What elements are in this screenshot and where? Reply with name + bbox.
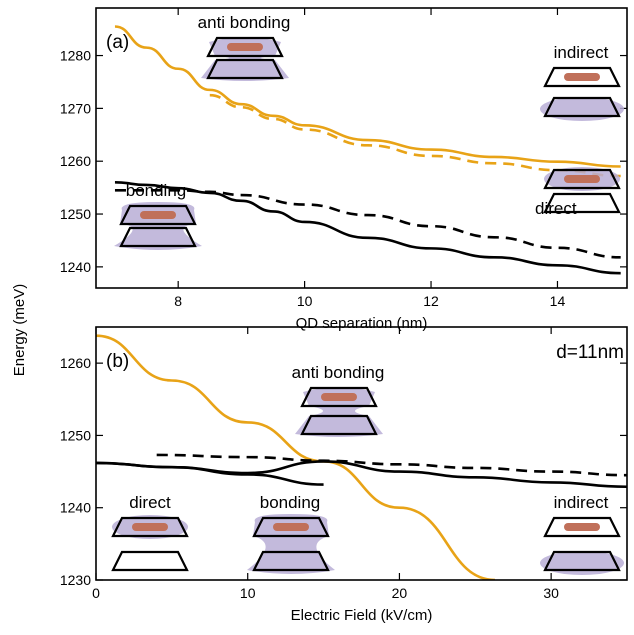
x-axis-label: Electric Field (kV/cm) bbox=[291, 607, 433, 624]
x-tick-label: 20 bbox=[392, 585, 408, 601]
top-dot-outline bbox=[206, 36, 284, 58]
series-line-0 bbox=[114, 25, 621, 168]
panel-label: (a) bbox=[106, 32, 129, 53]
series-line-2 bbox=[96, 461, 324, 486]
plot-frame-b bbox=[95, 326, 628, 581]
bottom-dot-outline bbox=[111, 550, 189, 572]
icon-anti-bonding bbox=[201, 36, 289, 81]
series-line-3 bbox=[156, 453, 627, 477]
bottom-dot-outline bbox=[543, 96, 621, 118]
hole-dot bbox=[132, 523, 168, 531]
x-tick-label: 0 bbox=[92, 585, 100, 601]
hole-dot bbox=[321, 393, 357, 401]
panel-a: 8 10 12 14 1240 1250 1260 1270 1280 QD separation… bbox=[60, 7, 628, 332]
x-tick-label: 14 bbox=[550, 293, 566, 309]
annotation-anti-bonding: anti bonding bbox=[198, 13, 291, 32]
hole-dot bbox=[564, 175, 600, 183]
x-tick-label: 8 bbox=[174, 293, 182, 309]
bottom-dot-outline bbox=[252, 550, 330, 572]
panel-b: 0 10 20 30 1230 1240 1250 1260 Electric Field (k… bbox=[60, 326, 628, 624]
plot-area-b bbox=[96, 334, 627, 580]
electron-cloud bbox=[295, 387, 383, 437]
hole-dot bbox=[227, 43, 263, 51]
x-tick-label: 12 bbox=[423, 293, 439, 309]
icon-anti-bonding-b bbox=[295, 386, 383, 437]
y-tick-label: 1260 bbox=[60, 153, 91, 169]
top-dot-outline bbox=[111, 516, 189, 538]
x-tick-label: 10 bbox=[297, 293, 313, 309]
series-line-1 bbox=[209, 93, 621, 178]
hole-dot bbox=[273, 523, 309, 531]
y-tick-label: 1250 bbox=[60, 206, 91, 222]
hole-dot bbox=[564, 73, 600, 81]
bottom-dot-outline bbox=[119, 226, 197, 248]
bottom-dot-outline bbox=[300, 414, 378, 436]
bottom-dot-outline bbox=[543, 550, 621, 572]
hole-dot bbox=[140, 211, 176, 219]
top-dot-outline bbox=[543, 168, 621, 190]
y-tick-label: 1260 bbox=[60, 355, 91, 371]
annotation-bonding-b: bonding bbox=[260, 493, 321, 512]
icon-direct-b bbox=[111, 515, 189, 572]
y-tick-label: 1240 bbox=[60, 500, 91, 516]
icon-bonding bbox=[114, 202, 202, 250]
y-tick-label: 1270 bbox=[60, 100, 91, 116]
x-tick-label: 10 bbox=[240, 585, 256, 601]
bottom-dot-outline bbox=[543, 192, 621, 214]
x-tick-label: 30 bbox=[543, 585, 559, 601]
top-dot-outline bbox=[543, 66, 621, 88]
icon-indirect-b bbox=[540, 516, 624, 575]
y-tick-label: 1280 bbox=[60, 48, 91, 64]
top-dot-outline bbox=[252, 516, 330, 538]
series-line-0 bbox=[96, 334, 496, 580]
bottom-dot-outline bbox=[206, 58, 284, 80]
shared-y-axis-label: Energy (meV) bbox=[11, 284, 28, 377]
hole-dot bbox=[564, 523, 600, 531]
electron-cloud bbox=[114, 202, 202, 250]
series-line-3 bbox=[114, 188, 621, 259]
top-dot-outline bbox=[119, 204, 197, 226]
top-dot-outline bbox=[300, 386, 378, 408]
icon-bonding-b bbox=[247, 514, 335, 574]
plot-area-a bbox=[114, 25, 621, 275]
y-tick-label: 1240 bbox=[60, 259, 91, 275]
inset-label: d=11nm bbox=[556, 342, 624, 363]
top-dot-outline bbox=[543, 516, 621, 538]
x-axis-label: QD separation (nm) bbox=[296, 315, 428, 332]
annotation-direct-b: direct bbox=[129, 493, 171, 512]
annotation-anti-bonding-b: anti bonding bbox=[292, 363, 385, 382]
electron-cloud bbox=[247, 514, 335, 574]
annotation-indirect-b: indirect bbox=[554, 493, 609, 512]
annotation-bonding: bonding bbox=[126, 181, 187, 200]
annotation-indirect: indirect bbox=[554, 43, 609, 62]
plot-frame-a bbox=[95, 7, 628, 289]
annotation-direct: direct bbox=[535, 199, 577, 218]
y-tick-label: 1250 bbox=[60, 427, 91, 443]
icon-indirect bbox=[540, 66, 624, 121]
panel-label: (b) bbox=[106, 351, 129, 372]
series-line-2 bbox=[114, 181, 621, 275]
icon-direct bbox=[543, 167, 621, 214]
y-tick-label: 1230 bbox=[60, 572, 91, 588]
